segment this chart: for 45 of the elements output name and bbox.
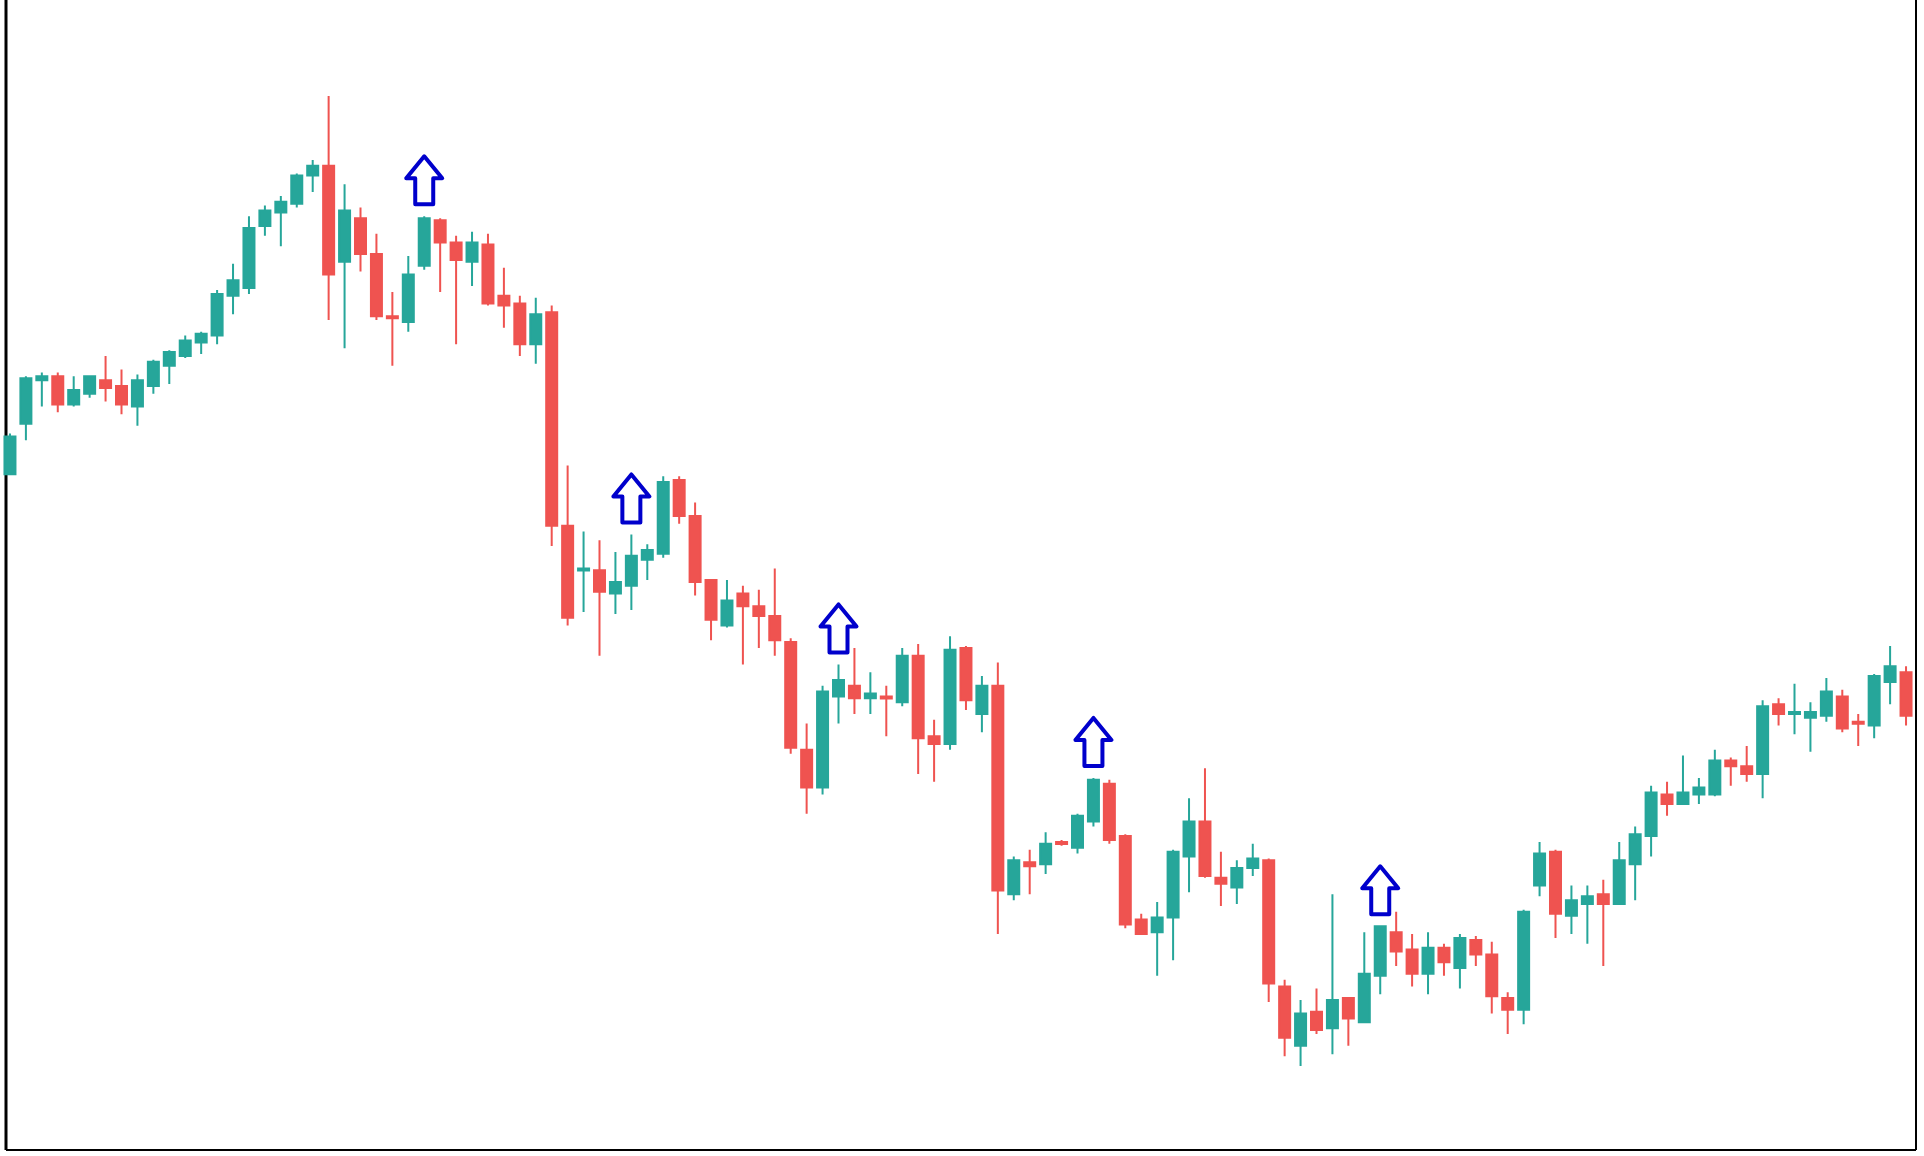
candlestick: [1007, 855, 1021, 902]
candlestick: [720, 579, 734, 629]
candlestick: [3, 432, 17, 476]
candlestick: [51, 371, 65, 414]
candlestick: [863, 671, 877, 715]
candlestick: [991, 661, 1005, 936]
candlestick: [593, 539, 606, 657]
candlestick: [1055, 838, 1069, 847]
candlestick: [465, 230, 479, 288]
candlestick: [1533, 840, 1547, 898]
candlestick: [1756, 699, 1770, 800]
candlestick: [1039, 831, 1053, 875]
candlestick: [1437, 942, 1451, 977]
candlestick: [338, 183, 352, 350]
candlestick: [895, 646, 909, 708]
candlestick: [1325, 893, 1339, 1056]
candlestick: [1294, 999, 1308, 1067]
candlestick: [1660, 780, 1674, 817]
candlestick: [577, 530, 591, 614]
candlestick: [975, 675, 989, 734]
candlestick: [784, 637, 798, 755]
candlestick: [401, 255, 415, 333]
candlestick: [1899, 665, 1913, 727]
candlestick: [879, 684, 893, 738]
candlestick: [529, 296, 543, 365]
candlestick: [1198, 767, 1212, 879]
candlestick: [1453, 933, 1467, 990]
candlestick: [943, 635, 957, 751]
candlestick: [322, 95, 336, 322]
candlestick: [1310, 987, 1323, 1035]
candlestick: [1421, 931, 1435, 996]
candlestick: [959, 644, 973, 712]
candlestick: [1278, 978, 1292, 1058]
candlestick: [800, 722, 814, 815]
candlestick: [1549, 848, 1562, 939]
candlestick: [847, 646, 861, 715]
candlestick: [1596, 878, 1610, 968]
candlestick: [1262, 857, 1276, 1003]
candlestick: [1341, 997, 1355, 1047]
candlestick: [1214, 850, 1228, 907]
candlestick: [1023, 848, 1037, 896]
candlestick: [1772, 697, 1786, 727]
candlestick: [1501, 991, 1515, 1035]
candlestick: [417, 215, 431, 271]
candlestick: [1517, 908, 1531, 1026]
